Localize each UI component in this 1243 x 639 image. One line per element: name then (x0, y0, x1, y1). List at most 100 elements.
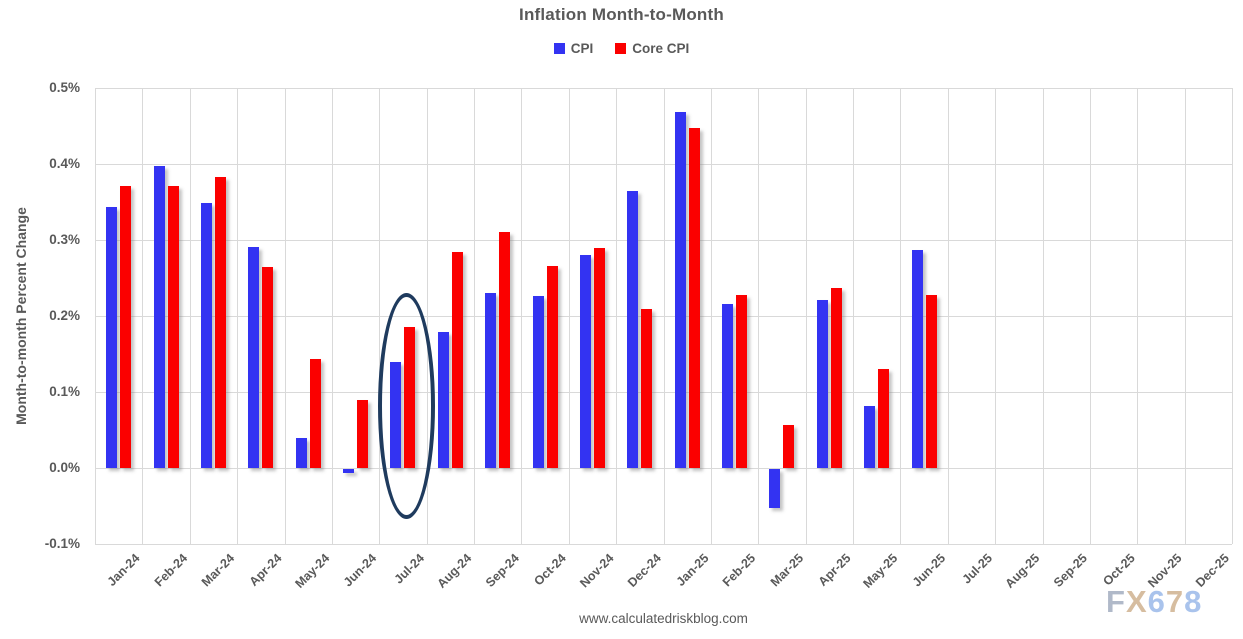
bar-cpi-mar-25 (769, 469, 780, 508)
v-gridline (474, 88, 475, 544)
x-tick-label-jun-24: Jun-24 (341, 551, 380, 590)
chart-title: Inflation Month-to-Month (519, 5, 724, 24)
y-tick-label: 0.1% (49, 384, 80, 399)
y-tick-label: 0.2% (49, 308, 80, 323)
y-tick-label: 0.4% (49, 156, 80, 171)
v-gridline (1043, 88, 1044, 544)
x-tick-label-aug-24: Aug-24 (434, 551, 475, 591)
bar-core-cpi-feb-24 (168, 186, 179, 468)
bar-core-cpi-aug-24 (452, 252, 463, 468)
footer-url: www.calculatedriskblog.com (579, 611, 748, 626)
legend-label-core-cpi: Core CPI (632, 41, 690, 56)
v-gridline (758, 88, 759, 544)
x-tick-label-sep-25: Sep-25 (1051, 551, 1091, 590)
x-tick-label-feb-25: Feb-25 (720, 551, 759, 590)
bar-cpi-feb-24 (154, 166, 165, 468)
x-tick-label-may-25: May-25 (860, 551, 901, 591)
v-gridline (1090, 88, 1091, 544)
y-tick-label: -0.1% (44, 536, 80, 551)
bar-cpi-oct-24 (533, 296, 544, 468)
h-gridline (95, 240, 1232, 241)
x-tick-label-may-24: May-24 (292, 551, 333, 591)
x-tick-label-mar-25: Mar-25 (767, 551, 806, 590)
v-gridline (285, 88, 286, 544)
bar-cpi-dec-24 (627, 191, 638, 468)
bar-cpi-jan-24 (106, 207, 117, 468)
x-tick-label-feb-24: Feb-24 (151, 551, 190, 590)
bar-cpi-may-24 (296, 438, 307, 468)
x-tick-label-oct-24: Oct-24 (531, 551, 569, 589)
legend-item-core-cpi: Core CPI (615, 41, 689, 56)
v-gridline (142, 88, 143, 544)
watermark-letter: F (1106, 584, 1126, 619)
bar-core-cpi-may-25 (878, 369, 889, 468)
legend: CPI Core CPI (0, 41, 1243, 56)
v-gridline (1137, 88, 1138, 544)
legend-swatch-core-cpi (615, 43, 627, 54)
h-gridline (95, 88, 1232, 89)
bar-core-cpi-jun-25 (926, 295, 937, 468)
bar-core-cpi-nov-24 (594, 248, 605, 468)
annotation-ellipse (378, 293, 435, 519)
bar-core-cpi-mar-25 (783, 425, 794, 468)
x-tick-label-jan-25: Jan-25 (673, 551, 712, 589)
x-tick-label-aug-25: Aug-25 (1002, 551, 1043, 591)
bar-cpi-nov-24 (580, 255, 591, 468)
bar-core-cpi-jan-24 (120, 186, 131, 468)
v-gridline (853, 88, 854, 544)
x-tick-label-mar-24: Mar-24 (198, 551, 238, 590)
x-tick-label-jul-24: Jul-24 (391, 551, 427, 587)
bar-core-cpi-dec-24 (641, 309, 652, 468)
watermark-fx678: FX678 (1106, 586, 1202, 617)
bar-core-cpi-apr-24 (262, 267, 273, 468)
watermark-letter: 6 (1147, 584, 1166, 619)
watermark-letter: 7 (1165, 584, 1185, 619)
v-gridline (948, 88, 949, 544)
x-tick-label-nov-24: Nov-24 (576, 551, 617, 591)
v-gridline (95, 88, 96, 544)
v-gridline (806, 88, 807, 544)
bar-core-cpi-jan-25 (689, 128, 700, 468)
h-gridline (95, 164, 1232, 165)
x-tick-label-jan-24: Jan-24 (104, 551, 143, 589)
bar-cpi-apr-24 (248, 247, 259, 468)
x-tick-label-apr-25: Apr-25 (815, 551, 854, 589)
v-gridline (900, 88, 901, 544)
v-gridline (711, 88, 712, 544)
bar-cpi-mar-24 (201, 203, 212, 468)
v-gridline (237, 88, 238, 544)
h-gridline (95, 544, 1232, 545)
bar-core-cpi-may-24 (310, 359, 321, 468)
y-tick-label: 0.0% (49, 460, 80, 475)
bar-core-cpi-apr-25 (831, 288, 842, 468)
v-gridline (616, 88, 617, 544)
x-tick-label-oct-25: Oct-25 (1100, 551, 1138, 589)
bar-cpi-apr-25 (817, 300, 828, 468)
h-gridline (95, 316, 1232, 317)
v-gridline (521, 88, 522, 544)
x-tick-label-sep-24: Sep-24 (482, 551, 522, 590)
bar-core-cpi-oct-24 (547, 266, 558, 468)
v-gridline (427, 88, 428, 544)
y-tick-label: 0.5% (49, 80, 80, 95)
bar-cpi-feb-25 (722, 304, 733, 468)
bar-cpi-jun-24 (343, 469, 354, 473)
x-tick-label-dec-24: Dec-24 (624, 551, 664, 590)
bar-core-cpi-sep-24 (499, 232, 510, 468)
bar-core-cpi-jun-24 (357, 400, 368, 468)
legend-item-cpi: CPI (553, 41, 594, 56)
v-gridline (1232, 88, 1233, 544)
watermark-letter: X (1125, 584, 1148, 619)
bar-cpi-aug-24 (438, 332, 449, 468)
watermark-letter: 8 (1184, 584, 1203, 619)
legend-label-cpi: CPI (570, 41, 594, 56)
v-gridline (1185, 88, 1186, 544)
v-gridline (664, 88, 665, 544)
bar-cpi-sep-24 (485, 293, 496, 468)
v-gridline (332, 88, 333, 544)
bar-cpi-jun-25 (912, 250, 923, 468)
bar-cpi-jan-25 (675, 112, 686, 468)
bar-core-cpi-feb-25 (736, 295, 747, 468)
x-tick-label-jun-25: Jun-25 (909, 551, 948, 590)
